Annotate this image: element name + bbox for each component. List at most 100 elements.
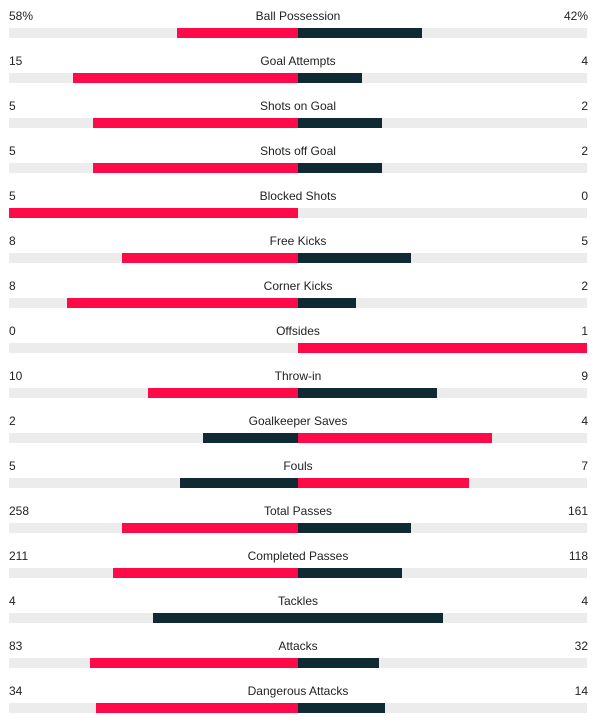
- stat-home-value: 58%: [9, 9, 34, 23]
- stat-bar-track: [9, 163, 587, 173]
- stat-bar-home: [113, 568, 298, 578]
- stat-bar-track: [9, 118, 587, 128]
- stat-bar-track: [9, 343, 587, 353]
- stat-bar-track: [9, 388, 587, 398]
- stat-away-value: 2: [581, 144, 588, 158]
- stat-away-value: 0: [581, 189, 588, 203]
- stat-row: 5 Fouls 7: [0, 450, 596, 495]
- stat-row: 5 Shots off Goal 2: [0, 135, 596, 180]
- stat-bar-track: [9, 613, 587, 623]
- stat-home-value: 4: [9, 594, 16, 608]
- stat-bar-away: [298, 658, 379, 668]
- stat-bar-track: [9, 208, 587, 218]
- stat-bar-home: [203, 433, 298, 443]
- stat-home-value: 8: [9, 279, 16, 293]
- stat-home-value: 5: [9, 189, 16, 203]
- stat-bar-away: [298, 118, 382, 128]
- stat-away-value: 161: [567, 504, 588, 518]
- stat-away-value: 4: [581, 54, 588, 68]
- stat-bar-track: [9, 73, 587, 83]
- stat-bar-away: [298, 568, 402, 578]
- stat-bar-away: [298, 703, 385, 713]
- stat-bar-home: [153, 613, 298, 623]
- stat-row: 10 Throw-in 9: [0, 360, 596, 405]
- stat-row: 211 Completed Passes 118: [0, 540, 596, 585]
- stat-bar-away: [298, 253, 411, 263]
- stat-label: Dangerous Attacks: [247, 684, 349, 698]
- stat-away-value: 14: [574, 684, 588, 698]
- stat-row: 5 Blocked Shots 0: [0, 180, 596, 225]
- stat-bar-home: [148, 388, 298, 398]
- stat-bar-away: [298, 343, 587, 353]
- stat-bar-track: [9, 433, 587, 443]
- stat-label: Fouls: [283, 459, 313, 473]
- stat-home-value: 0: [9, 324, 16, 338]
- stat-away-value: 7: [581, 459, 588, 473]
- stat-away-value: 1: [581, 324, 588, 338]
- stat-bar-home: [9, 208, 298, 218]
- stat-bar-track: [9, 28, 587, 38]
- stat-bar-away: [298, 163, 382, 173]
- stat-label: Goal Attempts: [260, 54, 336, 68]
- stat-bar-home: [90, 658, 298, 668]
- stat-label: Shots off Goal: [260, 144, 336, 158]
- stat-label: Goalkeeper Saves: [248, 414, 348, 428]
- stat-bar-home: [177, 28, 298, 38]
- stat-label: Offsides: [276, 324, 320, 338]
- stat-bar-home: [122, 253, 298, 263]
- stat-home-value: 8: [9, 234, 16, 248]
- stat-bar-track: [9, 523, 587, 533]
- stat-bar-track: [9, 568, 587, 578]
- stat-bar-away: [298, 298, 356, 308]
- stat-row: 8 Free Kicks 5: [0, 225, 596, 270]
- stat-away-value: 32: [574, 639, 588, 653]
- stat-bar-track: [9, 703, 587, 713]
- stat-home-value: 5: [9, 144, 16, 158]
- stat-bar-track: [9, 298, 587, 308]
- stat-bar-away: [298, 28, 422, 38]
- stat-row: 58% Ball Possession 42%: [0, 0, 596, 45]
- stat-row: 2 Goalkeeper Saves 4: [0, 405, 596, 450]
- stat-bar-home: [180, 478, 298, 488]
- stat-bar-away: [298, 433, 492, 443]
- stat-label: Completed Passes: [247, 549, 349, 563]
- stat-bar-away: [298, 523, 411, 533]
- stat-home-value: 2: [9, 414, 16, 428]
- stat-away-value: 4: [581, 414, 588, 428]
- stat-label: Ball Possession: [255, 9, 341, 23]
- stat-home-value: 34: [9, 684, 23, 698]
- stat-bar-home: [93, 163, 298, 173]
- stat-home-value: 15: [9, 54, 23, 68]
- stat-row: 15 Goal Attempts 4: [0, 45, 596, 90]
- stat-label: Free Kicks: [269, 234, 327, 248]
- stat-row: 258 Total Passes 161: [0, 495, 596, 540]
- stat-bar-home: [67, 298, 298, 308]
- stat-bar-track: [9, 658, 587, 668]
- stat-bar-home: [96, 703, 298, 713]
- stat-bar-away: [298, 73, 362, 83]
- stat-label: Shots on Goal: [259, 99, 337, 113]
- stat-row: 4 Tackles 4: [0, 585, 596, 630]
- stat-home-value: 5: [9, 459, 16, 473]
- stat-away-value: 42%: [563, 9, 588, 23]
- stat-away-value: 2: [581, 99, 588, 113]
- stat-bar-home: [122, 523, 298, 533]
- stat-home-value: 258: [9, 504, 30, 518]
- stat-row: 5 Shots on Goal 2: [0, 90, 596, 135]
- stat-bar-away: [298, 388, 437, 398]
- stat-label: Throw-in: [274, 369, 322, 383]
- stat-label: Attacks: [278, 639, 318, 653]
- stat-bar-home: [93, 118, 298, 128]
- stat-row: 8 Corner Kicks 2: [0, 270, 596, 315]
- stat-label: Corner Kicks: [263, 279, 333, 293]
- stat-row: 34 Dangerous Attacks 14: [0, 675, 596, 720]
- stat-bar-away: [298, 478, 469, 488]
- stat-bar-home: [73, 73, 298, 83]
- stat-home-value: 83: [9, 639, 23, 653]
- stat-row: 0 Offsides 1: [0, 315, 596, 360]
- stat-away-value: 9: [581, 369, 588, 383]
- stat-row: 83 Attacks 32: [0, 630, 596, 675]
- stat-label: Total Passes: [263, 504, 333, 518]
- stat-home-value: 211: [9, 549, 29, 563]
- stat-away-value: 5: [581, 234, 588, 248]
